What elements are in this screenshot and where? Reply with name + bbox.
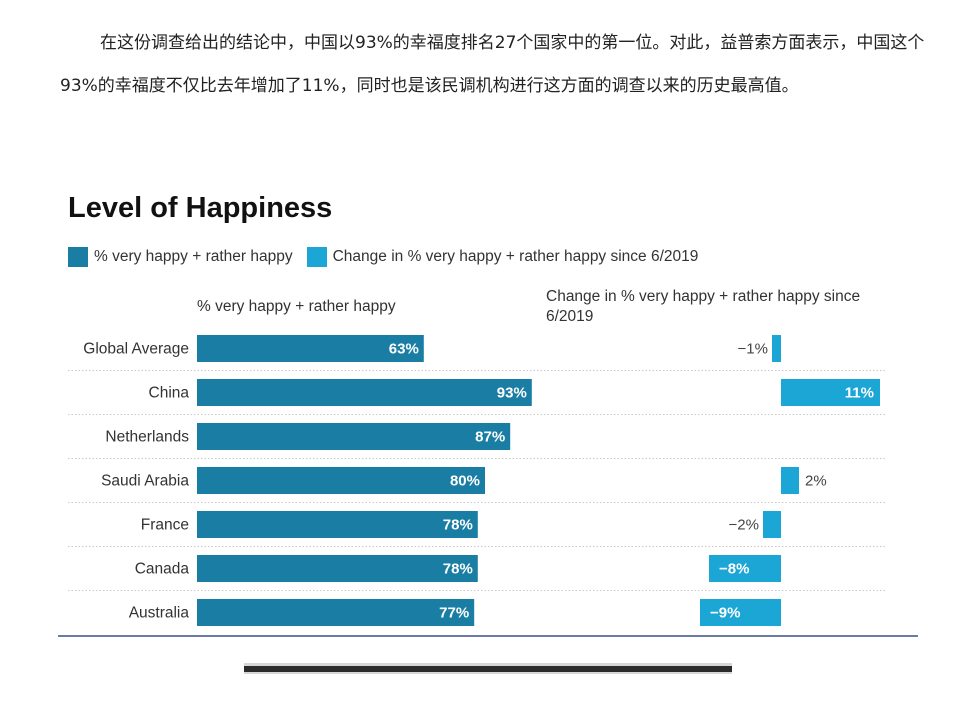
legend-item-change: Change in % very happy + rather happy si… [306,247,699,267]
primary-bar [197,335,424,362]
chart-title: Level of Happiness [68,192,333,224]
primary-bar-label: 80% [450,473,480,490]
category-label: Australia [129,605,190,622]
category-label: Canada [135,561,190,578]
category-label: France [141,517,189,534]
change-bar-label: −9% [710,605,740,622]
primary-bar [197,379,532,406]
change-bar [781,379,880,406]
change-bar [781,467,799,494]
change-bar-label: −2% [729,517,759,534]
change-bar-label: −8% [719,561,749,578]
primary-bar-label: 78% [443,561,473,578]
scrollbar-thumb[interactable] [244,666,732,672]
category-label: Netherlands [105,429,189,446]
primary-bar-label: 77% [439,605,469,622]
change-bar [772,335,781,362]
category-label: China [149,385,190,402]
legend-label-primary: % very happy + rather happy [94,248,293,265]
primary-bar [197,599,475,626]
change-bar [709,555,781,582]
legend-swatch-change [306,247,327,267]
left-panel-heading: % very happy + rather happy [197,298,396,315]
category-label: Saudi Arabia [101,473,189,490]
article-paragraph: 在这份调查给出的结论中，中国以93%的幸福度排名27个国家中的第一位。对此，益普… [60,33,925,96]
primary-bar-label: 63% [389,341,419,358]
change-bar [700,599,781,626]
legend-swatch-primary [68,247,88,267]
legend-item-primary: % very happy + rather happy [68,247,293,267]
change-bar [763,511,781,538]
change-bar-label: −1% [738,341,768,358]
change-bar-label: 2% [805,473,827,490]
horizontal-scrollbar[interactable] [244,663,732,674]
primary-bar-label: 93% [497,385,527,402]
category-label: Global Average [83,341,189,358]
change-bar-label: 11% [845,385,874,402]
primary-bar [197,555,478,582]
legend-label-change: Change in % very happy + rather happy si… [332,248,699,265]
primary-bar-label: 87% [475,429,505,446]
primary-bar-label: 78% [443,517,473,534]
primary-bar [197,423,511,450]
chart-legend: % very happy + rather happy Change in % … [68,245,712,269]
primary-bar [197,467,485,494]
primary-bar [197,511,478,538]
right-panel-heading: Change in % very happy + rather happy si… [546,288,861,325]
